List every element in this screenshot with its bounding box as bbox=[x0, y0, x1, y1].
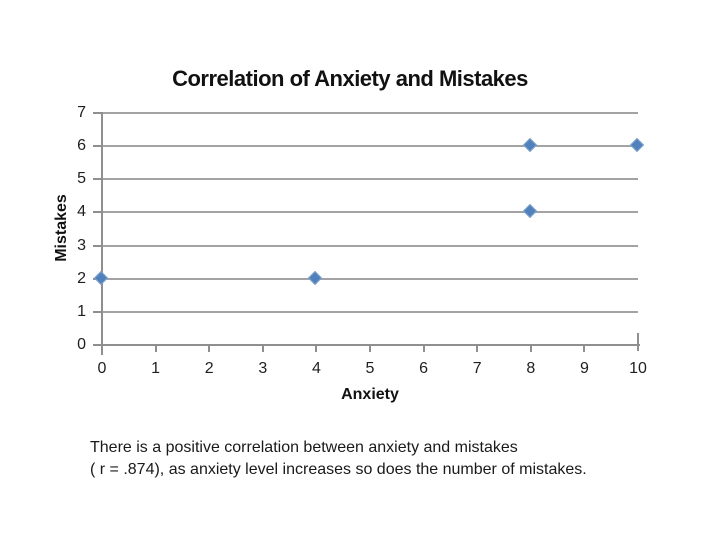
data-point-marker bbox=[522, 204, 537, 219]
x-tick-label: 4 bbox=[311, 360, 321, 377]
y-axis-tick bbox=[93, 344, 102, 346]
x-axis-tick bbox=[422, 345, 425, 352]
x-axis-tick bbox=[101, 345, 103, 352]
gridline bbox=[102, 178, 638, 181]
y-tick-label: 6 bbox=[77, 137, 86, 155]
y-axis-tick bbox=[93, 145, 102, 148]
gridline bbox=[102, 211, 638, 214]
gridline bbox=[102, 244, 638, 247]
y-tick-label: 2 bbox=[77, 269, 86, 287]
y-axis-line bbox=[101, 112, 103, 355]
y-axis-tick bbox=[93, 244, 102, 247]
x-axis-tick bbox=[208, 345, 211, 352]
x-tick-label: 9 bbox=[579, 360, 589, 377]
gridline bbox=[102, 310, 638, 313]
x-tick-label: 7 bbox=[472, 360, 482, 377]
y-tick-label: 7 bbox=[77, 104, 86, 121]
x-axis-title: Anxiety bbox=[341, 386, 399, 403]
data-point-marker bbox=[629, 138, 645, 153]
x-tick-label: 2 bbox=[204, 360, 214, 377]
x-axis-tick bbox=[154, 345, 157, 352]
y-tick-label: 1 bbox=[77, 302, 86, 320]
gridline bbox=[102, 112, 638, 114]
x-axis-tick bbox=[476, 345, 479, 352]
data-point-marker bbox=[308, 270, 323, 285]
x-axis-tick bbox=[369, 345, 371, 352]
x-tick-label: 6 bbox=[419, 360, 429, 377]
y-tick-label: 4 bbox=[77, 203, 86, 221]
gridline bbox=[102, 145, 638, 148]
y-tick-label: 0 bbox=[77, 336, 86, 353]
y-axis-tick bbox=[93, 211, 102, 214]
x-tick-label: 3 bbox=[258, 360, 268, 377]
caption-line-1: There is a positive correlation between … bbox=[90, 439, 518, 456]
caption-text: There is a positive correlation between … bbox=[90, 437, 690, 481]
gridline bbox=[102, 277, 638, 280]
y-axis-tick bbox=[93, 310, 102, 313]
x-axis-tick bbox=[315, 345, 318, 352]
x-tick-label: 10 bbox=[629, 360, 647, 377]
x-axis-tick bbox=[583, 345, 586, 352]
y-tick-label: 5 bbox=[77, 170, 86, 188]
x-tick-label: 8 bbox=[526, 360, 536, 377]
x-axis-tick bbox=[261, 345, 264, 352]
x-tick-label: 0 bbox=[97, 360, 107, 377]
y-axis-tick bbox=[93, 178, 102, 181]
data-point-marker bbox=[522, 138, 537, 153]
x-axis-tick bbox=[529, 345, 532, 352]
x-axis-tick bbox=[637, 333, 639, 351]
x-tick-label: 1 bbox=[151, 360, 161, 377]
data-point-marker bbox=[93, 270, 109, 285]
x-tick-label: 5 bbox=[365, 360, 375, 377]
y-tick-label: 3 bbox=[77, 236, 86, 254]
y-axis-tick bbox=[93, 112, 102, 114]
chart-title: Correlation of Anxiety and Mistakes bbox=[172, 66, 528, 91]
caption-line-2: ( r = .874), as anxiety level increases … bbox=[90, 461, 587, 478]
